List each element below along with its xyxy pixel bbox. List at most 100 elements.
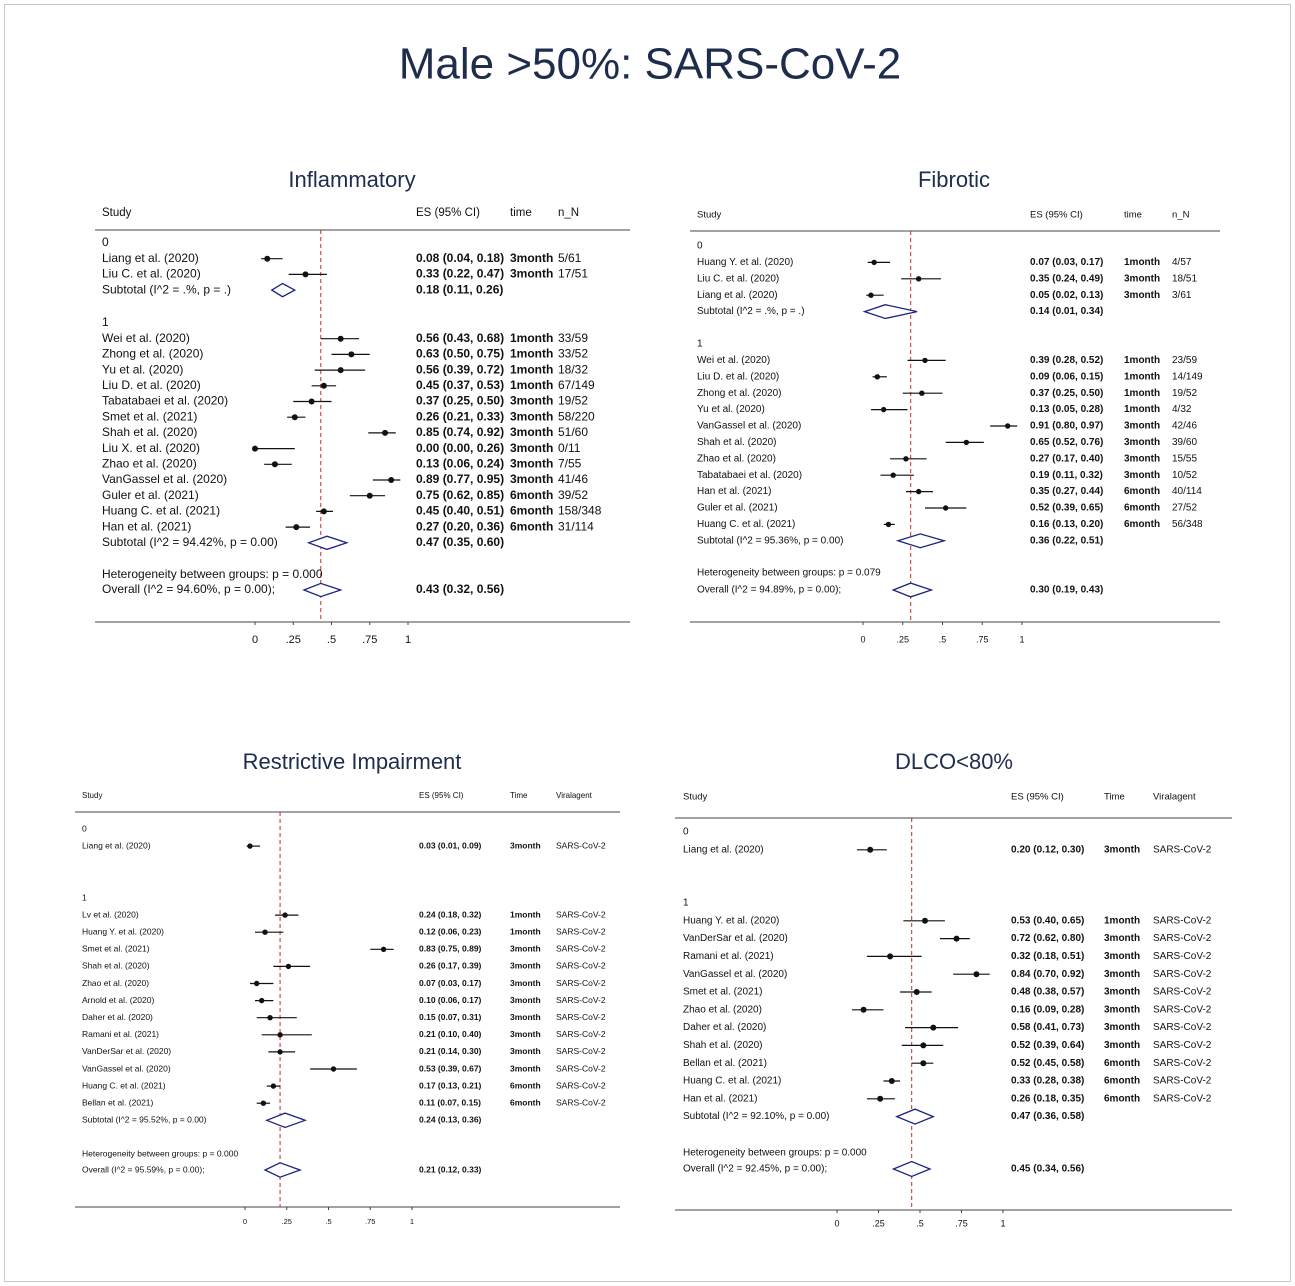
- effect-label: 0.65 (0.52, 0.76): [1030, 437, 1103, 448]
- column-header: ES (95% CI): [1011, 792, 1064, 803]
- study-name: Liang et al. (2020): [102, 251, 199, 265]
- time: 3month: [510, 961, 541, 971]
- study-name: Bellan et al. (2021): [82, 1097, 154, 1107]
- point-estimate: [302, 271, 309, 278]
- heterogeneity: Heterogeneity between groups: p = 0.079: [697, 568, 881, 579]
- effect-label: 0.56 (0.43, 0.68): [416, 331, 504, 345]
- point-estimate: [885, 521, 892, 528]
- study-name: Liu X. et al. (2020): [102, 441, 200, 455]
- extra: SARS-CoV-2: [556, 1080, 606, 1090]
- effect-label: 0.27 (0.20, 0.36): [416, 519, 504, 533]
- extra: SARS-CoV-2: [1153, 915, 1212, 926]
- pooled-estimate: 0.21 (0.12, 0.33): [419, 1164, 482, 1174]
- effect-label: 0.05 (0.02, 0.13): [1030, 290, 1103, 301]
- time: 1month: [1124, 388, 1160, 399]
- effect-label: 0.26 (0.21, 0.33): [416, 409, 504, 423]
- x-tick-label: 1: [1000, 1218, 1005, 1228]
- point-estimate: [291, 414, 298, 421]
- time: 3month: [1104, 969, 1140, 980]
- study-name: Tabatabaei et al. (2020): [102, 394, 228, 408]
- point-estimate: [337, 367, 344, 374]
- time: 3month: [510, 1012, 541, 1022]
- extra: SARS-CoV-2: [556, 1029, 606, 1039]
- point-estimate: [874, 374, 881, 380]
- x-tick-label: 0: [860, 634, 865, 644]
- study-name: Zhao et al. (2020): [102, 456, 197, 470]
- x-tick-label: .5: [327, 634, 336, 646]
- pooled-label: Subtotal (I^2 = 94.42%, p = 0.00): [102, 535, 278, 549]
- effect-label: 0.53 (0.40, 0.65): [1011, 915, 1084, 926]
- column-header: time: [510, 207, 532, 219]
- group-label: 1: [697, 339, 703, 350]
- time: 6month: [510, 488, 553, 502]
- pooled-diamond: [891, 582, 934, 598]
- group-label: 0: [82, 823, 87, 833]
- extra: SARS-CoV-2: [1153, 951, 1212, 962]
- point-estimate: [913, 989, 920, 995]
- study-name: VanDerSar et al. (2020): [683, 933, 788, 944]
- x-tick-label: .75: [955, 1218, 968, 1228]
- point-estimate: [920, 1042, 927, 1049]
- effect-label: 0.32 (0.18, 0.51): [1011, 951, 1084, 962]
- pooled-estimate: 0.30 (0.19, 0.43): [1030, 585, 1103, 596]
- effect-label: 0.16 (0.13, 0.20): [1030, 519, 1103, 530]
- time: 3month: [1124, 421, 1160, 432]
- effect-label: 0.13 (0.06, 0.24): [416, 456, 504, 470]
- time: 3month: [510, 267, 553, 281]
- extra: 14/149: [1172, 371, 1203, 382]
- extra: 56/348: [1172, 519, 1203, 530]
- group-label: 0: [683, 827, 689, 838]
- point-estimate: [247, 843, 253, 849]
- pooled-diamond: [263, 1162, 303, 1178]
- time: 6month: [1104, 1076, 1140, 1087]
- study-name: Liu C. et al. (2020): [697, 273, 779, 284]
- point-estimate: [282, 912, 288, 918]
- x-tick-label: .5: [916, 1218, 924, 1228]
- time: 3month: [1104, 1004, 1140, 1015]
- effect-label: 0.39 (0.28, 0.52): [1030, 355, 1103, 366]
- effect-label: 0.21 (0.10, 0.40): [419, 1029, 482, 1039]
- study-name: VanGassel et al. (2020): [82, 1063, 171, 1073]
- figure-title: Male >50%: SARS-CoV-2: [399, 40, 902, 89]
- extra: 5/61: [558, 251, 582, 265]
- study-name: Huang Y. et al. (2020): [82, 926, 164, 936]
- effect-label: 0.07 (0.03, 0.17): [1030, 257, 1103, 268]
- extra: 4/32: [1172, 404, 1192, 415]
- point-estimate: [388, 477, 395, 483]
- time: 1month: [1124, 371, 1160, 382]
- effect-label: 0.45 (0.37, 0.53): [416, 378, 504, 392]
- time: 3month: [1124, 437, 1160, 448]
- extra: SARS-CoV-2: [1153, 1040, 1212, 1051]
- point-estimate: [921, 917, 928, 924]
- effect-label: 0.17 (0.13, 0.21): [419, 1080, 482, 1090]
- study-name: Liu D. et al. (2020): [102, 378, 201, 392]
- time: 3month: [510, 251, 553, 265]
- time: 6month: [1104, 1093, 1140, 1104]
- point-estimate: [259, 997, 265, 1004]
- study-name: Liu D. et al. (2020): [697, 371, 779, 382]
- time: 3month: [1104, 1022, 1140, 1033]
- extra: 0/11: [558, 441, 581, 455]
- time: 6month: [1124, 486, 1160, 497]
- point-estimate: [973, 971, 980, 978]
- time: 3month: [510, 840, 541, 850]
- group-label: 0: [102, 235, 109, 249]
- time: 3month: [510, 441, 553, 455]
- point-estimate: [262, 929, 268, 935]
- study-name: Huang C. et al. (2021): [82, 1080, 166, 1090]
- effect-label: 0.89 (0.77, 0.95): [416, 472, 504, 486]
- extra: 41/46: [558, 472, 588, 486]
- point-estimate: [877, 1095, 884, 1102]
- extra: SARS-CoV-2: [1153, 933, 1212, 944]
- effect-label: 0.83 (0.75, 0.89): [419, 944, 482, 954]
- effect-label: 0.26 (0.17, 0.39): [419, 961, 482, 971]
- effect-label: 0.91 (0.80, 0.97): [1030, 421, 1103, 432]
- extra: SARS-CoV-2: [1153, 1076, 1212, 1087]
- x-tick-label: .5: [939, 634, 947, 644]
- effect-label: 0.13 (0.05, 0.28): [1030, 404, 1103, 415]
- pooled-estimate: 0.47 (0.35, 0.60): [416, 535, 504, 549]
- time: 1month: [510, 909, 541, 919]
- pooled-diamond: [862, 304, 918, 320]
- study-name: Yu et al. (2020): [697, 404, 765, 415]
